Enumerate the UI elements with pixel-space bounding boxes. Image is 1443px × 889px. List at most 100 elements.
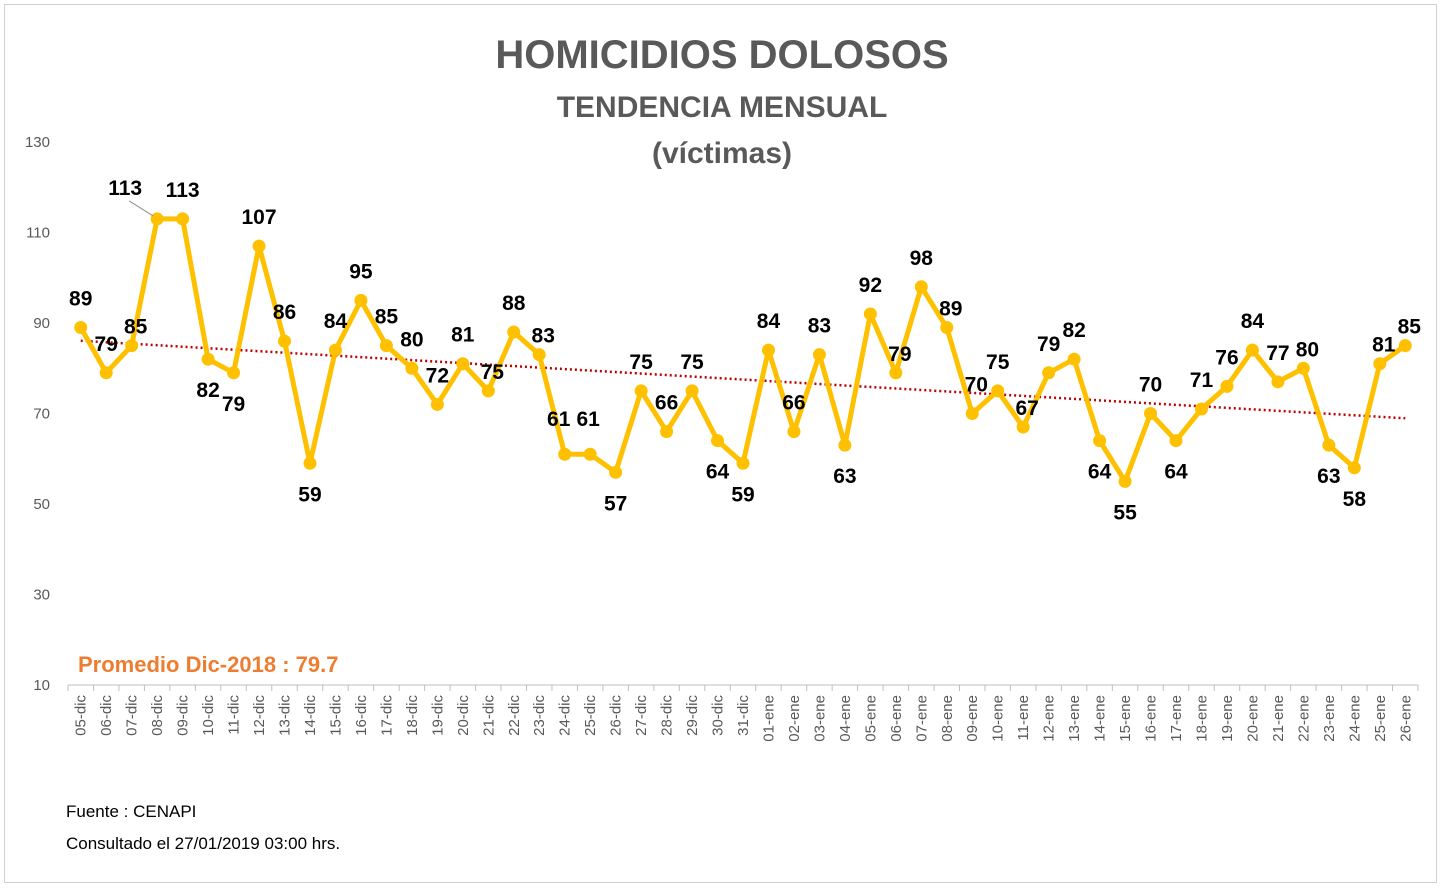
- data-point: [1245, 343, 1259, 357]
- data-point: [1169, 434, 1183, 448]
- data-label: 85: [1398, 316, 1422, 339]
- data-label: 59: [298, 483, 321, 506]
- x-tick-label: 03-ene: [811, 695, 828, 742]
- data-label: 71: [1190, 369, 1214, 392]
- data-label: 83: [532, 325, 555, 348]
- data-label: 89: [69, 288, 92, 311]
- label-leader-line: [128, 200, 154, 217]
- data-label: 107: [242, 206, 277, 229]
- data-point: [1373, 357, 1387, 371]
- x-tick-label: 27-dic: [633, 695, 650, 736]
- x-tick-label: 31-dic: [735, 695, 752, 736]
- x-tick-label: 18-dic: [404, 695, 421, 736]
- x-tick-label: 20-dic: [455, 695, 472, 736]
- series-line: [78, 216, 1407, 484]
- data-label: 64: [1088, 461, 1112, 484]
- data-label: 75: [629, 351, 653, 374]
- data-point: [711, 434, 725, 448]
- data-label: 83: [808, 315, 831, 338]
- data-point: [685, 384, 699, 398]
- data-label: 72: [426, 364, 449, 387]
- x-tick-label: 06-dic: [98, 695, 115, 736]
- data-label: 70: [965, 374, 988, 397]
- x-tick-label: 05-dic: [73, 695, 90, 736]
- x-axis: 05-dic 06-dic 07-dic 08-dic 09-dic 10-dic 11-d…: [67, 685, 1419, 742]
- data-label: 81: [451, 324, 475, 347]
- x-tick-label: 11-ene: [1015, 695, 1032, 741]
- data-point: [1144, 407, 1158, 420]
- x-tick-label: 11-dic: [226, 695, 243, 735]
- x-tick-label: 23-ene: [1321, 695, 1338, 742]
- data-label: 55: [1113, 501, 1137, 524]
- x-tick-label: 26-dic: [608, 695, 625, 736]
- data-point: [481, 384, 495, 398]
- x-tick-label: 30-dic: [710, 695, 727, 736]
- data-point: [940, 321, 954, 335]
- data-point: [1220, 379, 1234, 393]
- data-point: [1067, 352, 1081, 366]
- data-label: 61: [576, 408, 600, 431]
- x-tick-label: 21-dic: [480, 695, 497, 736]
- data-label: 63: [833, 465, 856, 488]
- y-tick-label: 30: [33, 587, 50, 604]
- data-label: 84: [1241, 310, 1265, 333]
- data-point: [379, 339, 393, 353]
- data-point: [1347, 461, 1361, 475]
- y-tick-label: 90: [33, 315, 50, 332]
- data-label: 98: [910, 247, 934, 270]
- data-point: [1042, 366, 1056, 380]
- data-label: 86: [273, 301, 296, 324]
- data-point: [1016, 420, 1030, 434]
- x-tick-label: 23-dic: [531, 695, 548, 736]
- x-tick-label: 09-dic: [175, 695, 192, 736]
- x-tick-label: 10-dic: [200, 695, 217, 736]
- data-label: 80: [400, 328, 423, 351]
- data-label: 76: [1215, 346, 1238, 369]
- x-tick-label: 22-ene: [1295, 695, 1312, 742]
- data-label: 89: [939, 298, 962, 321]
- x-tick-label: 15-dic: [327, 695, 344, 736]
- data-point: [914, 280, 928, 294]
- data-point: [430, 397, 444, 411]
- x-tick-label: 19-ene: [1219, 695, 1236, 742]
- x-tick-label: 07-ene: [913, 695, 930, 742]
- data-point: [201, 352, 215, 366]
- data-label: 82: [196, 379, 219, 402]
- data-label: 92: [859, 274, 882, 297]
- data-label: 79: [1037, 333, 1060, 356]
- data-point: [991, 384, 1005, 398]
- x-tick-label: 16-dic: [353, 695, 370, 736]
- data-point: [1322, 438, 1336, 452]
- trendline: [80, 339, 1406, 420]
- data-point: [558, 447, 572, 461]
- data-point: [583, 447, 597, 461]
- data-point: [1271, 375, 1285, 389]
- data-point: [965, 407, 979, 420]
- x-tick-label: 14-dic: [302, 695, 319, 736]
- x-tick-label: 09-ene: [964, 695, 981, 742]
- x-tick-label: 12-ene: [1041, 695, 1058, 742]
- x-tick-label: 10-ene: [990, 695, 1007, 742]
- data-label: 64: [1164, 461, 1188, 484]
- data-label: 57: [604, 492, 627, 515]
- data-point: [634, 384, 648, 398]
- data-label: 84: [324, 310, 348, 333]
- data-label: 67: [1016, 397, 1039, 420]
- data-point: [99, 366, 113, 380]
- x-tick-label: 06-ene: [888, 695, 905, 742]
- data-label: 113: [166, 179, 200, 202]
- x-tick-label: 07-dic: [124, 695, 141, 736]
- chart-title: HOMICIDIOS DOLOSOS: [495, 33, 948, 77]
- data-label: 84: [757, 310, 781, 333]
- x-tick-label: 18-ene: [1193, 695, 1210, 742]
- data-point: [176, 212, 190, 226]
- data-point: [456, 357, 470, 371]
- data-point: [1194, 402, 1208, 416]
- data-point: [405, 361, 419, 375]
- y-tick-label: 10: [33, 677, 50, 694]
- y-tick-label: 110: [26, 225, 50, 242]
- data-point: [1118, 474, 1132, 488]
- consulted-note: Consultado el 27/01/2019 03:00 hrs.: [66, 834, 340, 853]
